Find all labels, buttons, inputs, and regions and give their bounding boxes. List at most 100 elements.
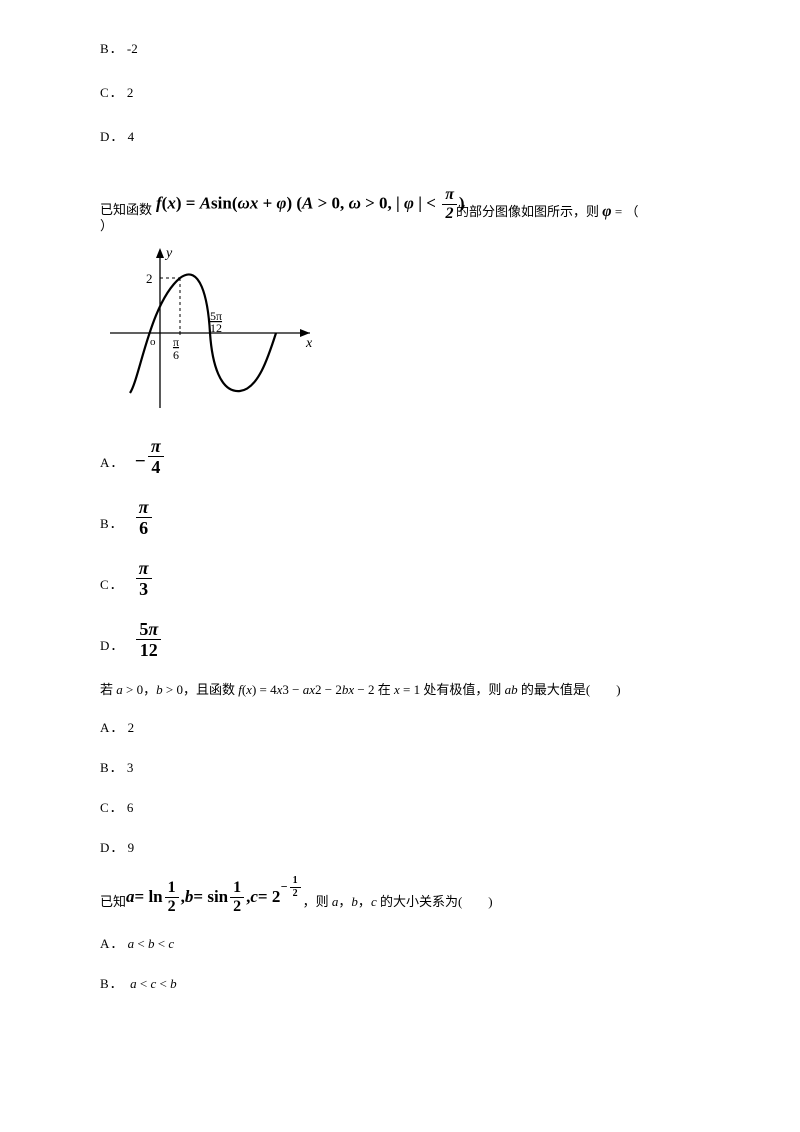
n: 1	[290, 876, 301, 887]
value: 9	[128, 840, 135, 855]
q1-opt-d-label: D．	[100, 637, 124, 658]
m2: − 2	[322, 682, 342, 697]
label: B．	[100, 760, 124, 775]
option-b: B． -2	[100, 40, 710, 58]
d: 2	[230, 897, 244, 915]
phi-eq: φ	[602, 203, 611, 220]
label: A．	[100, 720, 124, 735]
q3-stem: 已知 a = ln12, b = sin12, c = 2−12 ，则 a，b，…	[100, 880, 710, 915]
q1-graph: y x 2 o π 6 5π 12	[100, 243, 320, 413]
tt: 的大小关系为( )	[377, 894, 493, 909]
n: 1	[165, 880, 179, 897]
q1-opt-d-frac: 5π 12	[136, 620, 161, 659]
tc2: ，	[358, 894, 371, 909]
num: π	[136, 559, 152, 578]
eq3: = 2	[258, 885, 280, 909]
lt1: <	[137, 976, 151, 991]
den: 4	[148, 456, 164, 476]
label: C．	[100, 800, 124, 815]
plus: +	[258, 193, 276, 212]
label: D．	[100, 840, 124, 855]
value: 6	[127, 800, 134, 815]
num: π	[148, 437, 164, 456]
tail: ，则 a，b，c 的大小关系为( )	[303, 893, 493, 914]
value: 3	[127, 760, 134, 775]
c: c	[250, 885, 258, 909]
q1-opt-c-frac: π 3	[136, 559, 152, 598]
two-label: 2	[146, 271, 153, 286]
A2: A	[302, 193, 313, 212]
q1-opt-c-label: C．	[100, 576, 124, 597]
suffix1: 的部分图像如图所示，则	[456, 204, 602, 219]
option-c-value: 2	[127, 85, 134, 100]
exp-frac: 12	[290, 876, 301, 899]
q1-formula: f(x) = Asin(ωx + φ) (A > 0, ω > 0, | φ |…	[156, 187, 465, 222]
gt0b: > 0, |	[361, 193, 404, 212]
num: π	[136, 498, 152, 517]
label: A．	[100, 936, 124, 951]
den: 2	[442, 204, 457, 222]
q1-opt-b-label: B．	[100, 515, 124, 536]
q2-option-b: B． 3	[100, 759, 710, 777]
pi6-den: 6	[173, 348, 179, 362]
den: 12	[136, 639, 161, 659]
n: 1	[230, 880, 244, 897]
x-label: x	[305, 336, 313, 351]
gt0b: > 0，且函数	[163, 682, 239, 697]
m1: −	[289, 682, 303, 697]
q1-stem: 已知函数 f(x) = Asin(ωx + φ) (A > 0, ω > 0, …	[100, 173, 710, 231]
sin: sin(	[211, 193, 237, 212]
q1-option-d: D． 5π 12	[100, 620, 710, 659]
pi6-num: π	[173, 335, 179, 349]
page: B． -2 C． 2 D． 4 已知函数 f(x) = Asin(ωx + φ)…	[0, 0, 800, 1132]
eq1: = ln	[135, 885, 163, 909]
q2-option-d: D． 9	[100, 839, 710, 857]
lt2: <	[156, 976, 170, 991]
eq-sign: =	[612, 204, 626, 219]
q1-opt-a-label: A．	[100, 454, 124, 475]
den: 6	[136, 517, 152, 537]
q2-option-a: A． 2	[100, 719, 710, 737]
q2-stem: 若 a > 0，b > 0，且函数 f(x) = 4x3 − ax2 − 2bx…	[100, 681, 710, 699]
q2-option-c: C． 6	[100, 799, 710, 817]
option-b-label: B．	[100, 41, 124, 56]
omega: ω	[238, 193, 250, 212]
frac1: 12	[165, 880, 179, 915]
A: A	[200, 193, 211, 212]
pre: 已知	[100, 893, 126, 914]
option-d: D． 4	[100, 128, 710, 146]
eq2: = sin	[193, 885, 228, 909]
x: x	[167, 193, 176, 212]
q1-opt-b-frac: π 6	[136, 498, 152, 537]
phi2: φ	[404, 193, 414, 212]
eq: ) =	[176, 193, 200, 212]
option-c-label: C．	[100, 85, 124, 100]
lt: | <	[414, 193, 440, 212]
num: π	[442, 187, 457, 204]
option-d-label: D．	[100, 129, 124, 144]
m3: − 2 在	[354, 682, 394, 697]
a: a	[126, 885, 135, 909]
option-c: C． 2	[100, 84, 710, 102]
frac2: 12	[230, 880, 244, 915]
gt0a: > 0，	[123, 682, 156, 697]
y-label: y	[164, 246, 173, 261]
frac-pi2: π2	[442, 187, 457, 222]
q1-option-a: A． − π 4	[100, 437, 710, 476]
tp: ，则	[303, 894, 332, 909]
close: ) (	[286, 193, 302, 212]
q3-option-b: B． a < c < b	[100, 975, 710, 993]
neg: −	[134, 449, 146, 476]
neg: −	[280, 879, 287, 893]
q3-option-a: A． a < b < c	[100, 935, 710, 953]
d: 2	[165, 897, 179, 915]
tc1: ，	[338, 894, 351, 909]
option-b-value: -2	[127, 41, 138, 56]
suffix2: （	[625, 204, 651, 219]
q1-suffix: 的部分图像如图所示，则 φ = （	[456, 201, 651, 223]
5pi12-den: 12	[210, 321, 222, 335]
lt1: <	[134, 936, 148, 951]
eq1: = 1 处有极值，则	[400, 682, 505, 697]
phi: φ	[277, 193, 287, 212]
d: 2	[290, 887, 301, 899]
